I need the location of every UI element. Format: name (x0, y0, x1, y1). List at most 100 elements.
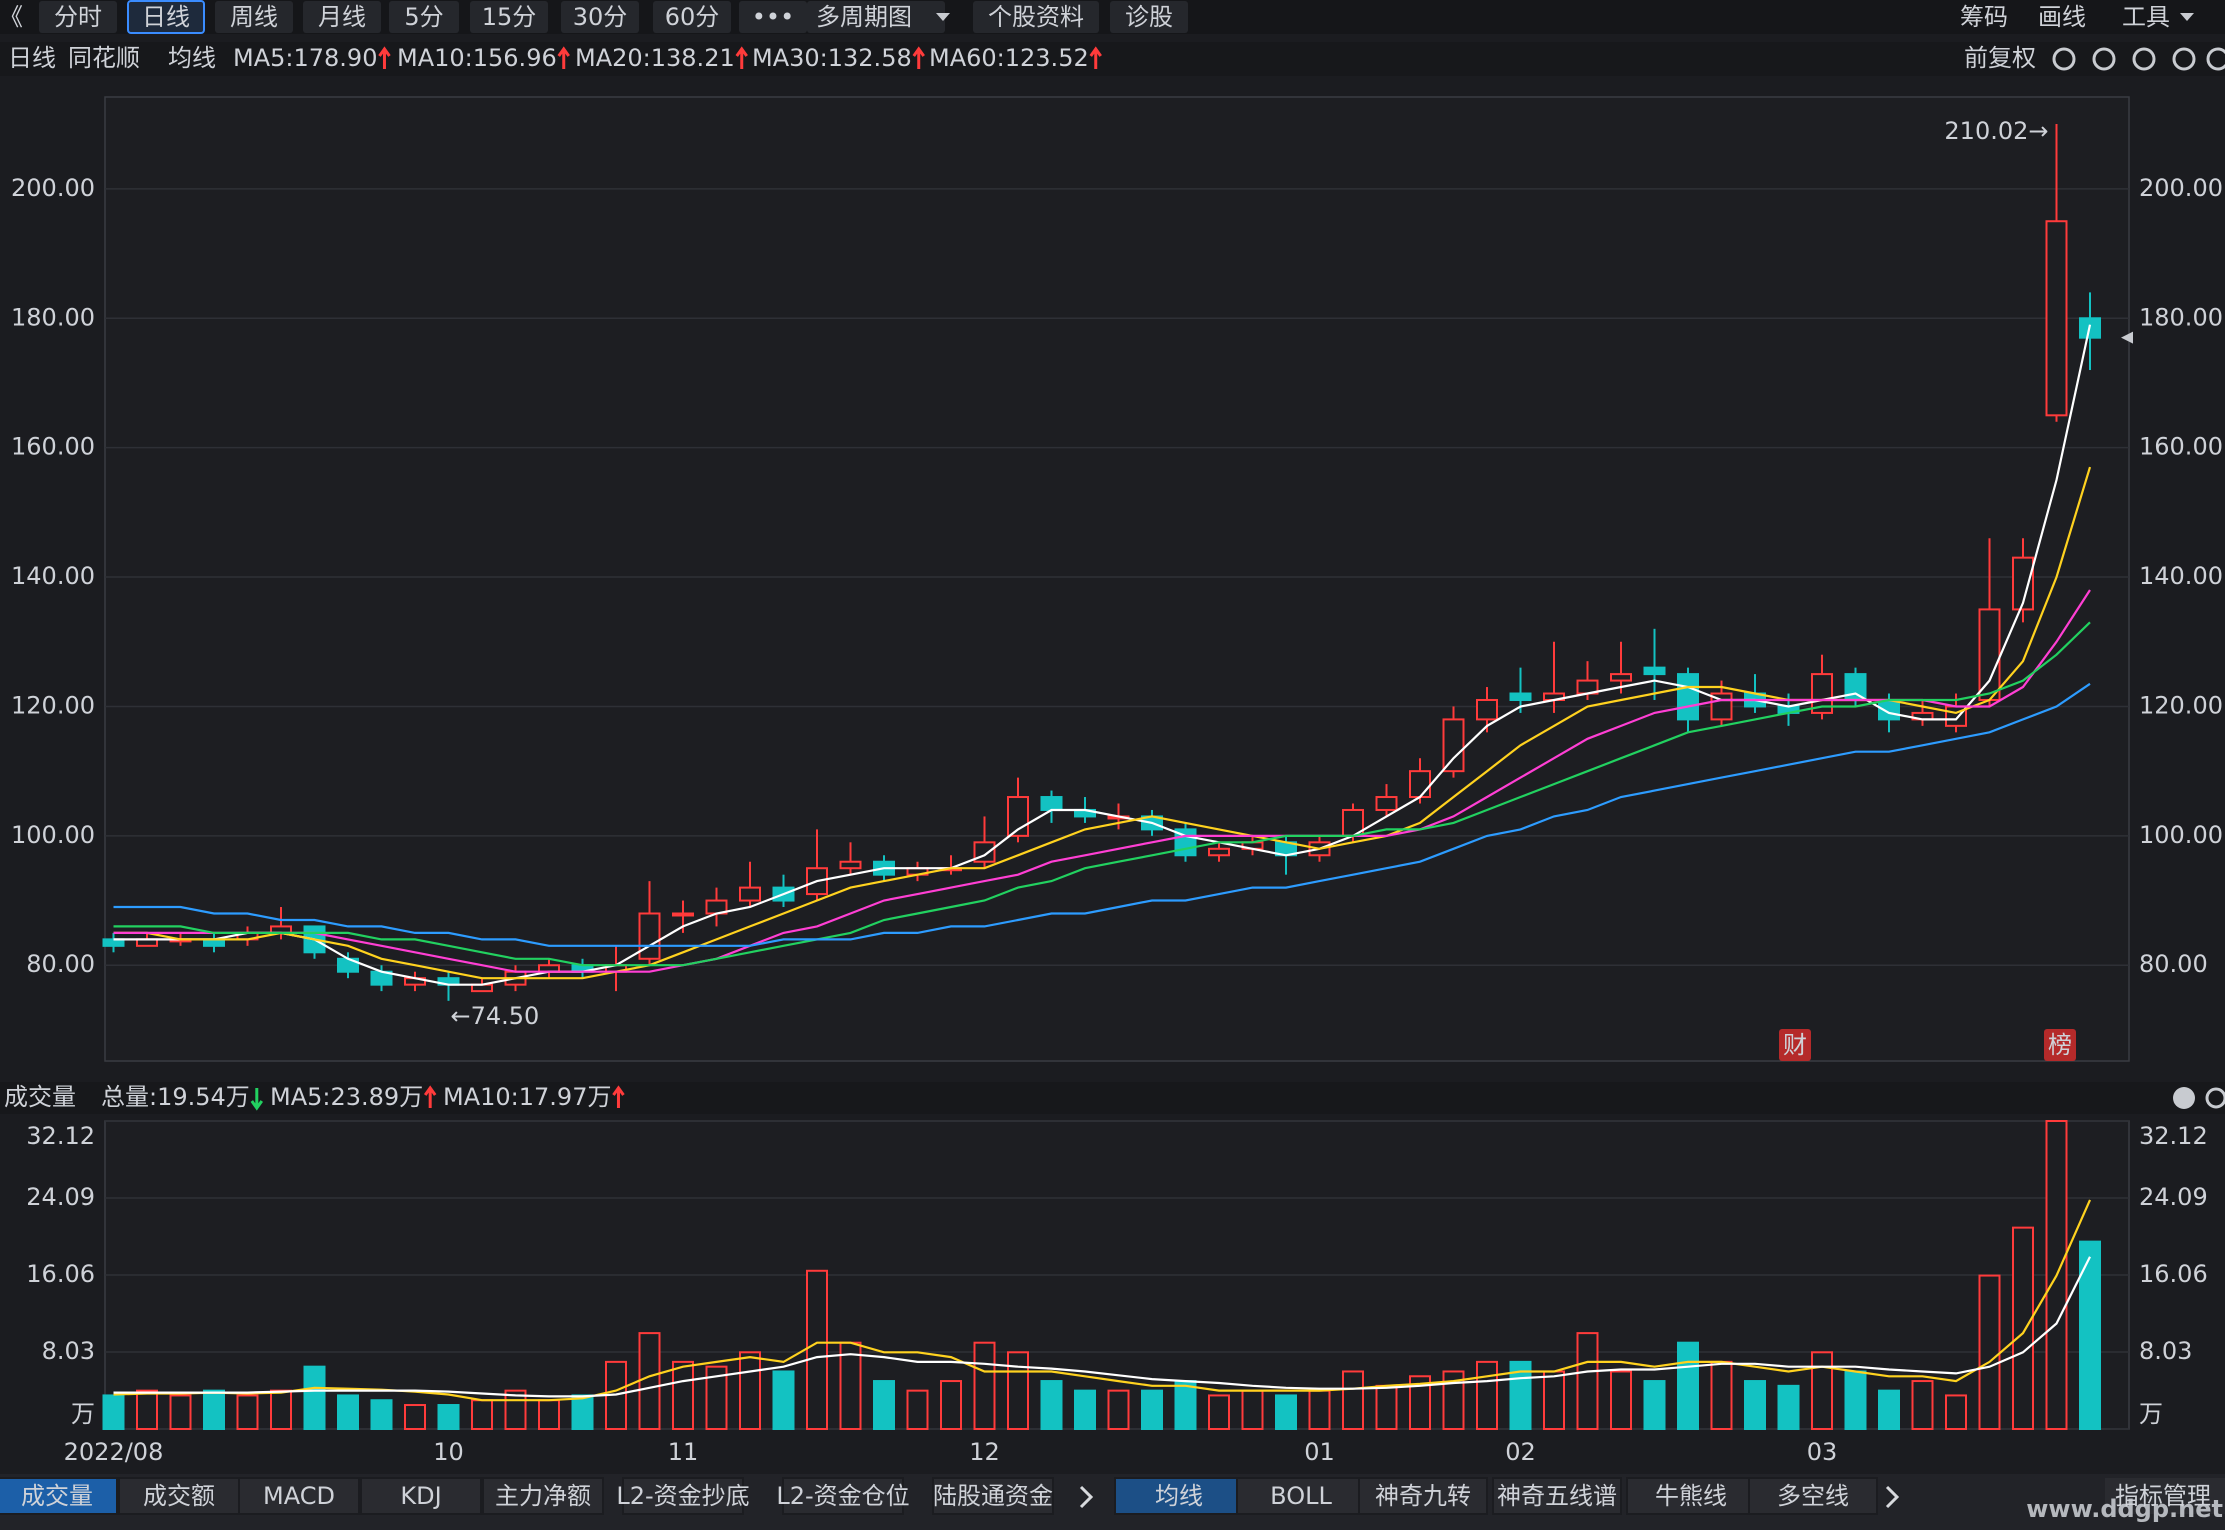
tab-bg[interactable] (1626, 1477, 1756, 1515)
toolbar-button-bg[interactable] (561, 1, 639, 33)
volume-bar (940, 1380, 962, 1431)
y-tick-label-right: 180.00 (2139, 303, 2223, 331)
close-icon[interactable] (2173, 1087, 2195, 1109)
indicator-tab[interactable]: 陆股通资金 (933, 1482, 1053, 1510)
y-tick-label-right: 16.06 (2139, 1260, 2208, 1288)
tab-bg[interactable] (932, 1477, 1054, 1515)
event-marker[interactable]: 财 (1783, 1031, 1807, 1059)
overlay-tab[interactable]: 多空线 (1777, 1482, 1849, 1510)
tab-bg[interactable] (0, 1477, 118, 1515)
toolbar-button[interactable]: 多周期图 (816, 3, 912, 31)
toolbar-button[interactable]: 5分 (404, 3, 443, 31)
toolbar-button[interactable]: 30分 (573, 3, 628, 31)
tab-bg[interactable] (1748, 1477, 1878, 1515)
overlay-tab[interactable]: 神奇五线谱 (1497, 1482, 1617, 1510)
indicator-tab[interactable]: KDJ (400, 1482, 441, 1510)
chevron[interactable] (1885, 1485, 1900, 1509)
indicator-tab[interactable]: L2-资金抄底 (616, 1482, 749, 1510)
toolbar-right-button[interactable]: 工具 (2122, 3, 2170, 31)
toolbar-right-button[interactable]: 筹码 (1960, 3, 2008, 31)
y-tick-label: 160.00 (11, 433, 95, 461)
tool-icon[interactable] (2172, 47, 2196, 71)
toolbar-button[interactable]: 诊股 (1125, 3, 1173, 31)
volume-legend-entry: MA10:17.97万 (443, 1083, 611, 1111)
toolbar-button-bg[interactable] (973, 1, 1099, 33)
tab-bg[interactable] (1236, 1477, 1366, 1515)
tool-icon[interactable] (2092, 47, 2116, 71)
chevron[interactable] (1079, 1485, 1094, 1509)
toolbar-button-bg[interactable] (1110, 1, 1188, 33)
tool-icon[interactable] (2206, 47, 2225, 71)
volume-bar (1375, 1384, 1398, 1431)
period-label: 日线 (8, 44, 56, 72)
tab-bg[interactable] (238, 1477, 360, 1515)
toolbar-button-bg[interactable] (470, 1, 548, 33)
toolbar-button[interactable]: 15分 (482, 3, 537, 31)
volume-bar (2012, 1226, 2034, 1430)
toolbar-right-button[interactable]: 画线 (2038, 3, 2086, 31)
volume-bar (1074, 1389, 1096, 1430)
manage-button[interactable]: 指标管理 (2115, 1482, 2211, 1510)
tool-icon[interactable] (2052, 47, 2076, 71)
toolbar-button-bg[interactable] (807, 1, 945, 33)
y-tick-label: 8.03 (42, 1337, 95, 1365)
event-marker-bg[interactable] (2044, 1029, 2076, 1061)
toolbar-button-bg[interactable] (215, 1, 293, 33)
tab-bg[interactable] (782, 1477, 904, 1515)
x-tick-label: 01 (1304, 1438, 1335, 1466)
volume-bar (1141, 1389, 1163, 1430)
toolbar-button[interactable]: 个股资料 (988, 3, 1084, 31)
x-tick-label: 2022/08 (64, 1438, 164, 1466)
indicator-tab[interactable]: 主力净额 (495, 1482, 591, 1510)
low-annotation: ←74.50 (451, 1002, 540, 1030)
toolbar-button[interactable]: 周线 (230, 3, 278, 31)
tab-bg[interactable] (118, 1477, 240, 1515)
settings-icon[interactable] (2205, 1087, 2225, 1109)
toolbar-button[interactable]: 《 (0, 3, 23, 31)
ma-line (113, 466, 2092, 980)
adjust-label[interactable]: 前复权 (1964, 44, 2036, 72)
event-marker[interactable]: 榜 (2048, 1031, 2072, 1059)
trend-arrow (423, 1085, 437, 1108)
volume-total: 总量:19.54万 (101, 1083, 250, 1111)
tab-bg[interactable] (360, 1477, 482, 1515)
volume-bar (672, 1360, 694, 1430)
event-marker-bg[interactable] (1779, 1029, 1811, 1061)
tab-bg[interactable] (1492, 1477, 1622, 1515)
overlay-tab[interactable]: BOLL (1270, 1482, 1332, 1510)
y-tick-label-right: 100.00 (2139, 821, 2223, 849)
volume-bar (303, 1365, 326, 1431)
candle-body (1844, 673, 1867, 701)
toolbar-button[interactable]: ••• (752, 3, 794, 31)
toolbar-button[interactable]: 60分 (665, 3, 720, 31)
tool-icon[interactable] (2132, 47, 2156, 71)
indicator-tab[interactable]: MACD (263, 1482, 335, 1510)
tab-bg[interactable] (2105, 1478, 2225, 1514)
indicator-tab[interactable]: 成交量 (21, 1482, 93, 1510)
toolbar-button-bg[interactable] (127, 0, 205, 34)
tab-bg[interactable] (482, 1477, 604, 1515)
toolbar-button-bg[interactable] (39, 1, 117, 33)
toolbar-button-bg[interactable] (739, 1, 807, 33)
volume-bar (404, 1404, 426, 1430)
info-row-bg (0, 42, 2225, 76)
overlay-tab[interactable]: 神奇九转 (1375, 1482, 1471, 1510)
toolbar-button[interactable]: 月线 (318, 3, 366, 31)
toolbar-button[interactable]: 分时 (54, 3, 102, 31)
volume-bar (1543, 1370, 1565, 1430)
overlay-tab[interactable]: 均线 (1155, 1482, 1203, 1510)
tab-bg[interactable] (1114, 1477, 1244, 1515)
toolbar-button[interactable]: 日线 (142, 3, 190, 31)
tab-bg[interactable] (1358, 1477, 1488, 1515)
overlay-tab[interactable]: 牛熊线 (1655, 1482, 1727, 1510)
toolbar-button-bg[interactable] (303, 1, 381, 33)
volume-bar (1777, 1384, 1800, 1431)
volume-bar (806, 1269, 828, 1430)
volume-bar (973, 1341, 996, 1430)
toolbar-button-bg[interactable] (653, 1, 731, 33)
indicator-tab[interactable]: 成交额 (143, 1482, 215, 1510)
indicator-tab[interactable]: L2-资金仓位 (776, 1482, 909, 1510)
toolbar-button-bg[interactable] (389, 1, 459, 33)
tab-bg[interactable] (622, 1477, 744, 1515)
